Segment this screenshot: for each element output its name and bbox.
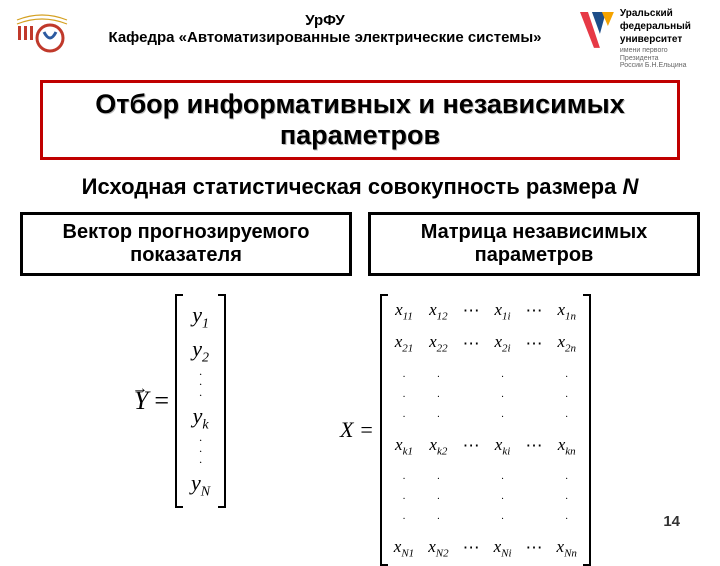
cdots-icon: ⋯ xyxy=(463,436,480,456)
vector-element: y2 xyxy=(191,334,210,368)
matrix-element: xNi xyxy=(494,537,512,559)
cdots-icon: ⋯ xyxy=(463,538,480,558)
university-short: УрФУ xyxy=(72,12,578,29)
cdots-icon: ⋯ xyxy=(463,301,480,321)
matrix-heading: Матрица независимых параметров xyxy=(368,212,700,276)
matrix-element: x2i xyxy=(494,332,512,354)
left-logo xyxy=(12,8,72,58)
equals-sign: = xyxy=(154,386,169,416)
matrix-element: xk2 xyxy=(428,435,448,457)
vector-label: → Y xyxy=(134,386,148,416)
subtitle-var: N xyxy=(622,174,638,199)
vdots-icon: ··· xyxy=(394,467,414,527)
matrix-element: x2n xyxy=(557,332,577,354)
matrix-element: xkn xyxy=(557,435,577,457)
empty-cell xyxy=(526,385,543,405)
subtitle: Исходная статистическая совокупность раз… xyxy=(0,174,720,200)
matrix-equation: X = x11 x12 ⋯ x1i ⋯ x1n x21 x22 ⋯ x2i ⋯ x2n ··· ··· ·… xyxy=(340,294,700,566)
matrix-element: x12 xyxy=(428,300,448,322)
v-icon xyxy=(578,8,616,53)
vdots-icon: ··· xyxy=(394,365,414,425)
cdots-icon: ⋯ xyxy=(526,436,543,456)
vector-element: yN xyxy=(191,468,210,502)
vdots-icon: · · · xyxy=(191,369,210,401)
vector-arrow-icon: → xyxy=(132,380,148,398)
vector-equation: → Y = y1y2· · ·yk· · ·yN xyxy=(20,294,340,508)
cdots-icon: ⋯ xyxy=(526,538,543,558)
matrix-element: xk1 xyxy=(394,435,414,457)
matrix-element: x11 xyxy=(394,300,414,322)
header-text: УрФУ Кафедра «Автоматизированные электри… xyxy=(72,8,578,46)
cdots-icon: ⋯ xyxy=(526,301,543,321)
vector-bracket: y1y2· · ·yk· · ·yN xyxy=(175,294,226,508)
vdots-icon: ··· xyxy=(557,467,577,527)
matrix-label: X = xyxy=(340,417,374,443)
slide-title: Отбор информативных и независимых параме… xyxy=(40,80,680,160)
vector-column: y1y2· · ·yk· · ·yN xyxy=(183,294,218,508)
slide-header: УрФУ Кафедра «Автоматизированные электри… xyxy=(0,0,720,70)
empty-cell xyxy=(526,487,543,507)
page-number: 14 xyxy=(663,513,680,530)
matrix-body: x11 x12 ⋯ x1i ⋯ x1n x21 x22 ⋯ x2i ⋯ x2n ··· ··· ··· ·… xyxy=(388,294,583,566)
cdots-icon: ⋯ xyxy=(526,334,543,354)
vdots-icon: · · · xyxy=(191,435,210,467)
university-full-name: Уральский федеральный университет имени … xyxy=(620,8,708,70)
column-headers: Вектор прогнозируемого показателя Матриц… xyxy=(0,212,720,276)
right-logo: Уральский федеральный университет имени … xyxy=(578,8,708,63)
subtitle-text: Исходная статистическая совокупность раз… xyxy=(82,174,623,199)
matrix-bracket: x11 x12 ⋯ x1i ⋯ x1n x21 x22 ⋯ x2i ⋯ x2n ··· ··· ··· ·… xyxy=(380,294,591,566)
cdots-icon: ⋯ xyxy=(463,334,480,354)
vector-heading: Вектор прогнозируемого показателя xyxy=(20,212,352,276)
matrix-element: xN1 xyxy=(394,537,414,559)
matrix-element: xki xyxy=(494,435,512,457)
matrix-element: x1i xyxy=(494,300,512,322)
department: Кафедра «Автоматизированные электрически… xyxy=(72,29,578,46)
vdots-icon: ··· xyxy=(557,365,577,425)
vector-element: yk xyxy=(191,401,210,435)
matrix-element: x1n xyxy=(557,300,577,322)
vdots-icon: ··· xyxy=(494,467,512,527)
vector-element: y1 xyxy=(191,300,210,334)
title-line-2: параметров xyxy=(47,120,673,151)
vdots-icon: ··· xyxy=(428,365,448,425)
empty-cell xyxy=(463,487,480,507)
matrix-element: xN2 xyxy=(428,537,448,559)
vdots-icon: ··· xyxy=(494,365,512,425)
empty-cell xyxy=(463,385,480,405)
vdots-icon: ··· xyxy=(428,467,448,527)
matrix-element: x22 xyxy=(428,332,448,354)
matrix-element: x21 xyxy=(394,332,414,354)
math-content: → Y = y1y2· · ·yk· · ·yN X = x11x12⋯x1i⋯… xyxy=(0,276,720,566)
matrix-element: xNn xyxy=(557,537,577,559)
title-line-1: Отбор информативных и независимых xyxy=(47,89,673,120)
